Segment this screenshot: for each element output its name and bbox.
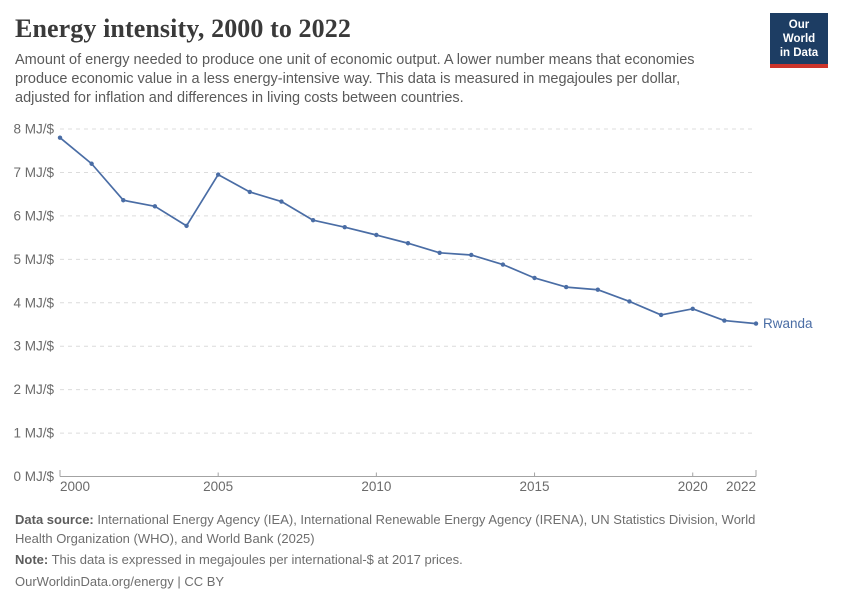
data-point (437, 250, 442, 255)
data-source-text: International Energy Agency (IEA), Inter… (15, 512, 756, 546)
owid-logo-red-bar (770, 64, 828, 68)
data-point (310, 218, 316, 223)
data-point (215, 172, 221, 177)
y-axis-label: 0 MJ/$ (13, 469, 54, 484)
data-point (690, 306, 695, 312)
series-line (59, 136, 757, 325)
note-text: This data is expressed in megajoules per… (48, 552, 463, 567)
y-axis-label: 5 MJ/$ (13, 252, 54, 267)
page-title: Energy intensity, 2000 to 2022 (15, 14, 351, 43)
y-axis-label: 6 MJ/$ (13, 208, 54, 223)
data-source-label: Data source: (15, 512, 94, 527)
data-point (89, 161, 94, 166)
x-axis-label: 2005 (203, 479, 233, 494)
data-point (722, 318, 727, 323)
chart-subtitle: Amount of energy needed to produce one u… (15, 52, 695, 106)
data-point (374, 232, 379, 238)
y-axis-label: 7 MJ/$ (13, 165, 54, 180)
data-point (152, 204, 158, 209)
data-source-line: Data source: International Energy Agency… (15, 511, 795, 548)
data-point (342, 224, 347, 230)
data-point (595, 287, 601, 292)
y-axis-label: 2 MJ/$ (13, 382, 54, 397)
x-axis-label: 2015 (520, 479, 550, 494)
data-point (658, 312, 664, 318)
data-point (121, 198, 126, 203)
note-line: Note: This data is expressed in megajoul… (15, 551, 795, 570)
owid-logo-line1: Our World (782, 19, 816, 45)
data-point (532, 275, 537, 281)
owid-logo[interactable]: Our World in Data (770, 13, 828, 68)
data-point (563, 284, 569, 290)
owid-url-link[interactable]: OurWorldinData.org/energy | CC BY (15, 573, 225, 589)
y-axis-label: 3 MJ/$ (13, 339, 54, 354)
data-point (247, 189, 253, 195)
y-axis-label: 8 MJ/$ (13, 122, 54, 137)
chart-footer: Data source: International Energy Agency… (15, 511, 795, 594)
note-label: Note: (15, 552, 49, 567)
data-point (184, 223, 189, 229)
x-axis-label: 2022 (726, 479, 756, 494)
x-axis-label: 2000 (60, 479, 90, 494)
data-point (753, 321, 759, 326)
owid-logo-box: Our World in Data (770, 13, 828, 64)
data-point (405, 241, 411, 246)
data-point (57, 135, 63, 140)
series-label: Rwanda (763, 316, 813, 331)
data-point (500, 262, 506, 267)
y-axis-label: 4 MJ/$ (13, 295, 54, 310)
x-axis-label: 2020 (678, 479, 708, 494)
data-point (279, 199, 284, 204)
data-point (627, 299, 632, 304)
owid-logo-line2: in Data (779, 47, 819, 59)
x-axis-label: 2010 (361, 479, 391, 494)
data-point (469, 252, 474, 258)
y-axis-label: 1 MJ/$ (13, 426, 54, 441)
